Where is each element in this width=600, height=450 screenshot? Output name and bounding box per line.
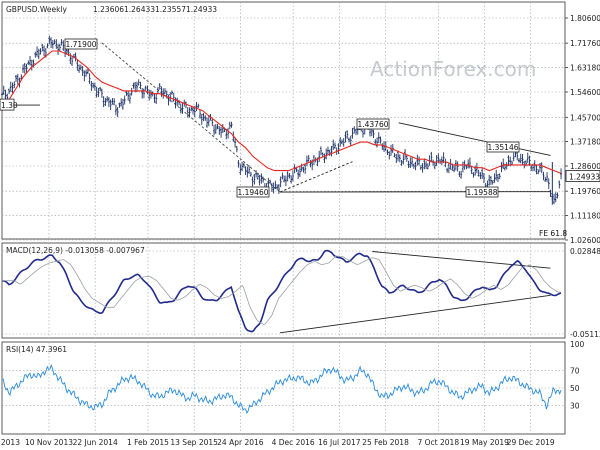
rsi-line [2,363,562,415]
series-layer [1,35,563,415]
price-trendline [398,122,551,156]
price-tick-label: 1.02600 [570,236,600,245]
rsi-tick-label: 30 [570,402,580,411]
swing-low-2-label-box [465,186,499,198]
x-tick-label: 10 Nov 2013 [25,438,73,447]
x-tick-label: 19 May 2019 [460,438,509,447]
ohlc-high: 1.26433 [124,5,155,14]
price-panel-title: GBPUSD.Weekly [6,5,68,14]
x-tick-label: 31 Mar 2013 [0,438,20,447]
macd-panel-title: MACD(12,26,9) -0.013058 -0.007967 [6,246,145,255]
swing-low-2-label: 1.19588 [466,188,497,197]
price-trendline [101,42,281,193]
moving-average-line [1,50,562,174]
left-level-label: 1.30 [1,101,18,110]
last-price-box [565,170,600,182]
grid-layer [2,2,565,434]
label-layer: 1.71900 1.19460 1.43760 1.35146 1.19588 1.249… [0,38,600,238]
macd-tick-label: -0.051125 [570,330,600,339]
price-tick-label: 1.63180 [570,64,600,73]
x-tick-label: 25 Feb 2018 [362,438,409,447]
price-tick-label: 1.28600 [570,162,600,171]
macd-signal-line [2,255,561,325]
rsi-tick-label: 70 [570,366,580,375]
swing-high-2-label-box [356,118,390,130]
price-panel-frame [1,1,566,240]
swing-high-label: 1.71900 [65,40,96,49]
trendline-layer [2,42,551,334]
swing-low-label: 1.19460 [237,188,268,197]
macd-trendline [372,251,551,269]
macd-panel-frame [1,242,566,339]
ohlc-close: 1.24933 [186,5,217,14]
price-tick-label: 1.45700 [570,113,600,122]
left-level-box [0,98,15,111]
macd-trendline [279,294,551,334]
x-tick-label: 22 Jun 2014 [73,438,118,447]
rsi-panel-title: RSI(14) 47.3961 [6,345,67,354]
ohlc-low: 1.23557 [155,5,186,14]
x-tick-label: 29 Dec 2019 [507,438,555,447]
macd-line [1,249,562,333]
swing-high-3-label: 1.35146 [487,143,518,152]
price-tick-label: 1.71760 [570,39,600,48]
swing-high-2-label: 1.43760 [357,120,388,129]
rsi-tick-label: 100 [570,340,585,349]
swing-high-label-box [64,38,98,50]
x-tick-label: 4 Dec 2016 [272,438,315,447]
x-tick-label: 13 Sep 2015 [170,438,218,447]
swing-low-label-box [236,186,270,198]
x-tick-label: 7 Oct 2018 [418,438,460,447]
macd-tick-label: 0.028489 [570,247,600,256]
price-tick-label: 1.11180 [570,212,600,221]
fibonacci-label: FE 61.8 [539,229,567,238]
rsi-tick-label: 50 [570,384,580,393]
price-tick-label: 1.19760 [570,187,600,196]
price-tick-label: 1.54600 [570,88,600,97]
ohlc-open: 1.23606 [93,5,124,14]
price-tick-label: 1.37180 [570,138,600,147]
last-price-label: 1.24933 [569,172,600,181]
swing-high-3-label-box [486,141,520,153]
x-tick-label: 16 Jul 2017 [318,438,361,447]
price-tick-label: 1.80600 [570,14,600,23]
x-tick-label: 24 Apr 2016 [217,438,264,447]
x-tick-label: 1 Feb 2015 [127,438,169,447]
watermark-text: ActionForex.com [370,57,536,81]
